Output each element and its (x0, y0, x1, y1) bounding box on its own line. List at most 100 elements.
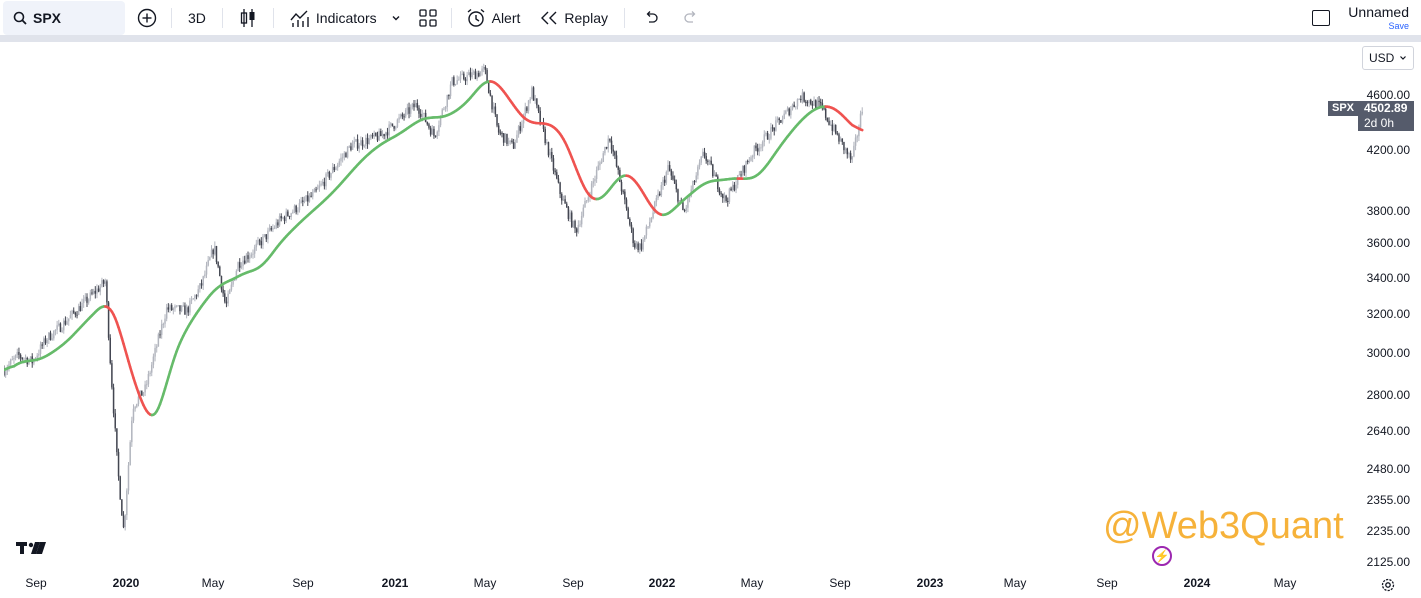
candle-body (682, 202, 684, 210)
candle-body (778, 119, 780, 121)
candle-body (76, 315, 78, 316)
candle-body (154, 348, 156, 357)
candle-body (488, 82, 490, 93)
candle-body (314, 189, 316, 192)
candle-body (143, 392, 145, 395)
price-chart[interactable] (4, 42, 1358, 567)
candle-body (704, 152, 706, 156)
price-tick-label: 4600.00 (1367, 88, 1410, 102)
compare-symbol-button[interactable] (125, 0, 169, 36)
candle-body (403, 116, 405, 117)
alarm-clock-icon (466, 8, 486, 28)
candle-body (410, 107, 412, 114)
candle-body (475, 71, 477, 79)
candle-body (511, 141, 512, 142)
candle-body (352, 144, 354, 150)
interval-label: 3D (188, 10, 206, 26)
candle-body (299, 203, 301, 210)
candle-body (324, 182, 326, 186)
candle-body (757, 148, 759, 151)
candle-body (10, 360, 12, 365)
candle-body (53, 331, 55, 339)
candle-body (702, 152, 704, 157)
candle-body (617, 166, 619, 170)
candle-body (209, 257, 211, 260)
rewind-icon (540, 11, 558, 25)
indicators-button[interactable]: Indicators (276, 0, 385, 36)
candle-body (156, 346, 158, 347)
candle-body (833, 125, 835, 131)
candle-body (659, 194, 661, 195)
candle-body (166, 307, 168, 318)
candle-body (101, 280, 103, 287)
alert-button[interactable]: Alert (454, 0, 531, 36)
redo-icon (683, 11, 699, 25)
symbol-price-tag: SPX (1328, 101, 1358, 116)
layout-square-icon[interactable] (1312, 10, 1330, 26)
candle-body (25, 358, 27, 359)
candle-body (823, 108, 825, 109)
candle-body (840, 139, 842, 142)
candle-body (773, 128, 775, 131)
candle-body (553, 158, 555, 170)
candle-body (740, 174, 742, 175)
candle-body (745, 161, 747, 173)
candle-body (528, 101, 530, 111)
candle-body (355, 139, 357, 141)
candle-body (148, 374, 150, 384)
replay-button[interactable]: Replay (530, 0, 622, 36)
candle-body (181, 306, 183, 311)
candle-body (687, 198, 689, 208)
candle-body (109, 338, 111, 363)
layout-name-button[interactable]: Unnamed Save (1348, 5, 1409, 31)
time-tick-label: Sep (292, 576, 313, 590)
redo-button[interactable] (671, 0, 711, 36)
candle-body (769, 139, 771, 140)
candle-body (770, 127, 772, 138)
candle-body (211, 250, 213, 257)
candle-body (496, 114, 498, 125)
candle-body (510, 141, 512, 142)
candle-body (508, 141, 510, 144)
candle-body (43, 338, 45, 345)
candle-body (838, 134, 840, 141)
candle-body (18, 352, 20, 355)
candle-body (114, 413, 116, 428)
candle-body (491, 96, 493, 110)
candle-body (792, 105, 794, 110)
candle-body (385, 132, 387, 136)
symbol-search-button[interactable]: SPX (3, 1, 125, 35)
candle-body (548, 142, 550, 155)
layout-grid-button[interactable] (407, 0, 449, 36)
candle-body (860, 114, 862, 128)
candle-body (559, 182, 561, 194)
candle-body (279, 216, 281, 225)
tradingview-logo[interactable] (16, 540, 46, 561)
indicator-templates-button[interactable] (385, 0, 407, 36)
price-tick-label: 3600.00 (1367, 236, 1410, 250)
candle-body (186, 307, 188, 314)
candle-body (85, 297, 87, 299)
candle-body (845, 148, 847, 150)
interval-button[interactable]: 3D (174, 0, 220, 36)
candle-body (427, 122, 429, 124)
currency-selector[interactable]: USD (1362, 46, 1414, 70)
save-link[interactable]: Save (1388, 22, 1409, 31)
candle-body (441, 110, 443, 117)
candle-body (63, 321, 64, 331)
chart-type-button[interactable] (225, 0, 271, 36)
candle-body (707, 161, 709, 162)
undo-button[interactable] (627, 0, 671, 36)
candle-body (420, 114, 422, 117)
chevron-down-icon (1399, 51, 1407, 65)
lightning-icon[interactable]: ⚡ (1152, 546, 1172, 566)
chevron-down-icon (391, 13, 401, 23)
candle-body (179, 305, 181, 311)
candle-body (619, 170, 621, 182)
candle-body (848, 153, 850, 154)
candle-body (184, 305, 186, 314)
candle-body (637, 243, 639, 249)
candle-body (241, 266, 243, 268)
chart-settings-button[interactable] (1380, 577, 1396, 598)
